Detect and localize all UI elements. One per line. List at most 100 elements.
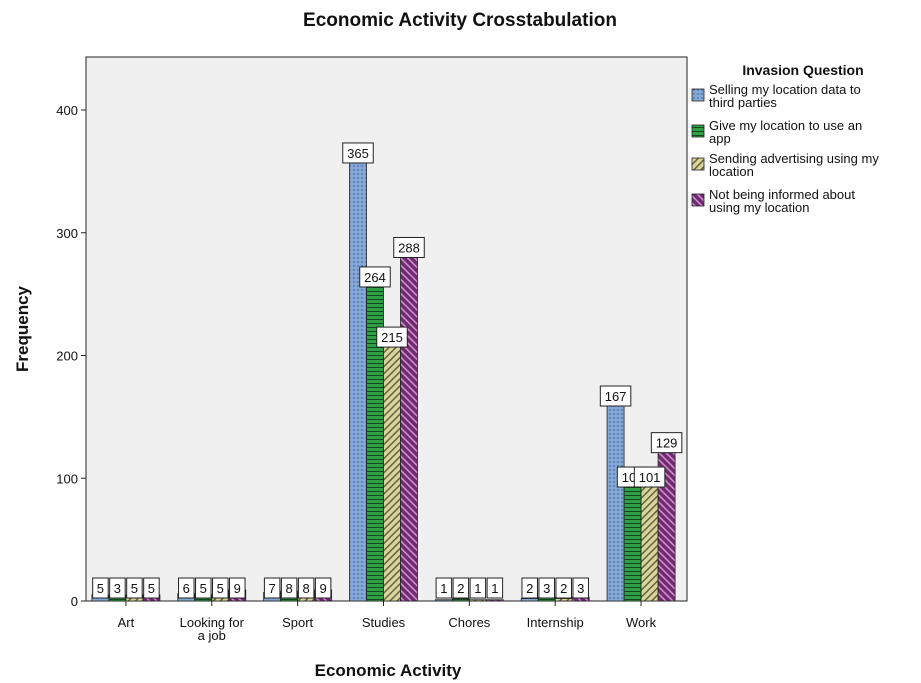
data-label-text: 5 [97,581,104,596]
bars-group [91,152,676,602]
data-label: 215 [376,326,408,348]
legend-label: Sending advertising using my [709,151,879,166]
legend-label: third parties [709,95,777,110]
chart-title: Economic Activity Crosstabulation [303,10,617,31]
data-label-text: 2 [457,581,464,596]
data-label-text: 5 [131,581,138,596]
y-tick-label: 400 [56,103,78,118]
data-label-text: 8 [286,581,293,596]
data-label: 3 [538,577,555,599]
data-label: 1 [435,577,453,599]
x-tick-label: a job [198,628,226,643]
legend-title: Invasion Question [742,62,863,78]
data-label-text: 101 [639,470,661,485]
data-label: 2 [452,577,470,599]
x-tick-label: Work [626,615,657,630]
data-label-text: 3 [543,581,550,596]
data-label-text: 6 [183,581,190,596]
legend-swatch [691,88,705,102]
bar-series-4 [400,247,418,602]
data-label: 3 [572,577,589,599]
x-axis-title: Economic Activity [315,661,462,680]
data-label: 5 [126,577,143,599]
legend-label: Not being informed about [709,187,855,202]
data-label-text: 5 [148,581,155,596]
data-label-text: 5 [217,581,224,596]
bar-series-2 [366,276,384,602]
data-label: 8 [280,577,298,599]
data-label: 5 [143,577,160,599]
x-tick-label: Art [118,615,135,630]
data-label-text: 1 [440,581,447,596]
y-axis: 0 100 200 300 400 [56,57,87,609]
data-label: 365 [342,142,374,164]
data-label-text: 3 [114,581,121,596]
data-label-text: 3 [577,581,584,596]
legend-label: Give my location to use an [709,118,862,133]
data-label: 9 [229,577,246,599]
data-label-text: 2 [526,581,533,596]
legend-label: Selling my location data to [709,82,861,97]
data-label: 288 [393,236,425,258]
bar-series-3 [554,598,573,602]
x-tick-label: Internship [527,615,584,630]
bar-series-1 [434,599,453,602]
data-label-text: 7 [269,581,276,596]
data-label: 3 [109,577,126,599]
data-label: 264 [359,266,391,288]
bar-series-4 [485,599,504,602]
data-label: 2 [521,577,538,599]
data-label-text: 365 [347,146,369,161]
x-tick-label: Looking for [180,615,245,630]
bar-series-3 [640,476,659,602]
bar-series-2 [451,598,470,602]
data-label-text: 264 [364,270,386,285]
data-label: 5 [212,577,229,599]
data-label: 1 [469,577,487,599]
bar-series-3 [383,336,401,602]
data-label: 167 [599,385,632,407]
data-label: 129 [650,432,683,454]
data-label: 101 [633,466,666,488]
data-label: 5 [195,577,212,599]
data-label-text: 215 [381,330,403,345]
data-label-text: 8 [303,581,310,596]
data-label: 6 [178,577,195,599]
y-tick-label: 200 [56,349,78,364]
legend: Invasion Question Selling my location da… [691,62,879,215]
data-label-text: 167 [605,389,627,404]
data-label-text: 1 [491,581,498,596]
data-label: 7 [263,577,281,599]
legend-label: location [709,164,754,179]
data-label: 5 [92,577,109,599]
bar-series-4 [657,442,676,602]
data-label: 8 [297,577,315,599]
bar-series-1 [606,395,625,602]
y-tick-label: 100 [56,471,78,486]
data-label-text: 129 [656,436,678,451]
data-label-text: 288 [398,240,420,255]
legend-swatch [691,124,705,138]
x-tick-label: Studies [362,615,406,630]
y-tick-label: 0 [71,594,78,609]
data-label-text: 5 [200,581,207,596]
legend-swatch [691,193,705,207]
data-label: 9 [314,577,332,599]
y-tick-label: 300 [56,226,78,241]
x-tick-label: Chores [448,615,490,630]
bar-series-3 [468,599,487,602]
legend-label: using my location [709,200,809,215]
bar-series-2 [623,476,642,602]
data-label-text: 9 [320,581,327,596]
bar-series-1 [520,598,539,602]
data-label-text: 2 [560,581,567,596]
legend-label: app [709,131,731,146]
bar-series-1 [349,152,367,602]
